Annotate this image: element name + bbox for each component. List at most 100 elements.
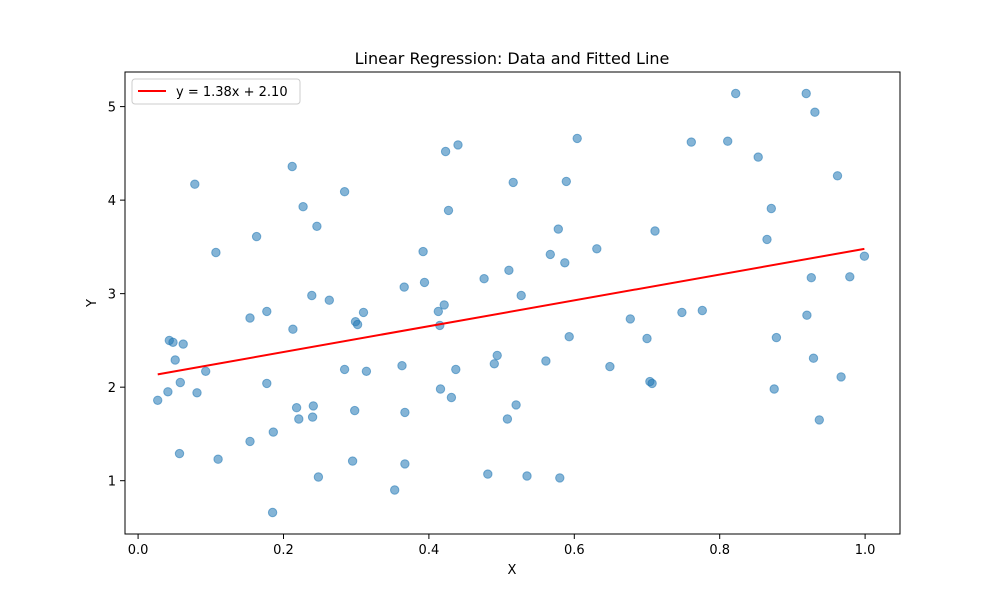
data-point (192, 388, 202, 398)
data-point (313, 472, 324, 482)
data-points (153, 88, 870, 518)
data-point (561, 176, 571, 187)
data-point (433, 306, 443, 317)
data-point (508, 177, 518, 188)
data-point (723, 136, 733, 146)
data-point (400, 459, 410, 469)
data-point (361, 366, 372, 376)
data-point (168, 337, 178, 347)
data-point (647, 378, 657, 389)
data-point (522, 471, 532, 481)
data-point (845, 272, 855, 282)
data-point (390, 485, 400, 495)
data-point (245, 436, 255, 447)
data-point (502, 414, 513, 424)
data-point (288, 324, 298, 334)
data-point (731, 88, 741, 99)
data-point (262, 306, 272, 317)
data-point (308, 401, 318, 411)
data-point (572, 133, 582, 144)
data-point (560, 258, 570, 268)
chart-title: Linear Regression: Data and Fitted Line (355, 49, 670, 68)
data-point (352, 319, 363, 330)
data-point (762, 234, 772, 245)
x-tick-label: 1.0 (855, 543, 876, 558)
data-point (435, 384, 446, 394)
data-point (399, 282, 409, 292)
data-point (358, 307, 369, 318)
data-point (511, 400, 521, 410)
data-point (439, 300, 449, 310)
axis-ticks: 0.0 0.2 0.4 0.6 0.8 1.0 1 2 3 4 5 (108, 101, 876, 558)
data-point (859, 251, 870, 261)
data-point (291, 403, 302, 413)
data-point (814, 415, 824, 425)
data-point (153, 395, 163, 405)
data-point (771, 332, 782, 343)
data-point (211, 247, 221, 258)
data-point (294, 414, 304, 424)
x-tick-label: 0.0 (128, 543, 149, 558)
data-point (287, 161, 297, 172)
data-point (440, 146, 451, 157)
data-point (766, 203, 776, 214)
y-tick-label: 4 (108, 194, 116, 209)
data-point (810, 107, 820, 117)
data-point (553, 224, 563, 234)
data-point (453, 140, 463, 150)
data-point (268, 427, 278, 437)
data-point (832, 171, 843, 181)
data-point (350, 405, 360, 416)
data-point (753, 152, 763, 162)
data-point (592, 244, 602, 254)
fit-line (157, 247, 865, 376)
data-point (492, 350, 502, 361)
y-axis-label: Y (85, 299, 100, 308)
data-point (483, 469, 493, 479)
data-point (419, 277, 430, 288)
data-point (307, 290, 317, 301)
data-point (642, 333, 652, 344)
data-point (625, 314, 635, 324)
data-point (545, 249, 555, 260)
data-point (555, 473, 565, 483)
data-point (312, 221, 322, 232)
x-tick-label: 0.4 (419, 543, 440, 558)
data-point (516, 290, 526, 301)
legend: y = 1.38x + 2.10 (131, 78, 301, 105)
data-point (650, 226, 660, 236)
data-point (397, 361, 407, 371)
data-point (324, 295, 334, 305)
data-point (213, 454, 223, 464)
data-point (479, 274, 489, 284)
data-point (267, 507, 278, 518)
data-point (163, 387, 173, 397)
x-tick-label: 0.6 (564, 543, 585, 558)
y-tick-label: 2 (108, 381, 116, 396)
data-point (170, 355, 180, 365)
data-point (451, 364, 461, 375)
data-point (677, 307, 687, 318)
legend-label: y = 1.38x + 2.10 (176, 85, 288, 100)
data-point (245, 313, 255, 323)
x-tick-label: 0.2 (273, 543, 294, 558)
y-tick-label: 1 (108, 475, 116, 490)
data-point (175, 377, 186, 388)
data-point (262, 378, 272, 389)
data-point (174, 448, 185, 459)
data-point (769, 384, 779, 394)
x-tick-label: 0.8 (709, 543, 730, 558)
data-point (339, 187, 350, 197)
data-point (201, 366, 211, 376)
data-point (541, 356, 551, 366)
data-point (418, 246, 428, 257)
data-point (446, 392, 457, 403)
data-point (307, 412, 318, 422)
data-point (801, 88, 811, 99)
data-point (564, 332, 574, 342)
y-tick-label: 5 (108, 101, 116, 116)
data-point (605, 361, 615, 372)
data-point (504, 265, 514, 275)
data-point (686, 137, 696, 147)
y-tick-label: 3 (108, 288, 116, 303)
